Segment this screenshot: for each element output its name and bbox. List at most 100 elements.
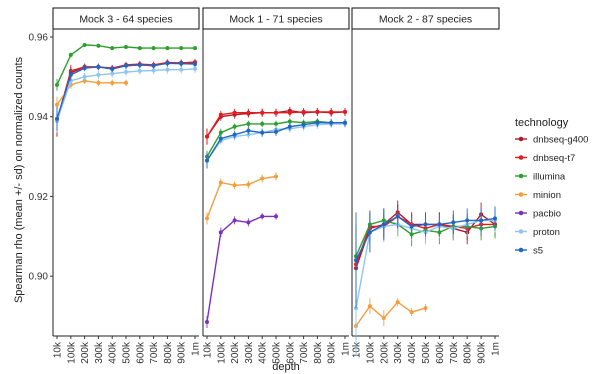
data-point bbox=[193, 66, 197, 71]
data-point bbox=[329, 120, 334, 125]
x-tick-label: 400k bbox=[108, 341, 119, 364]
facet-strip bbox=[202, 7, 350, 30]
data-point bbox=[274, 129, 278, 134]
series-line bbox=[56, 68, 196, 121]
data-point bbox=[193, 62, 197, 67]
y-tick-label: 0.94 bbox=[29, 112, 49, 123]
data-point bbox=[96, 43, 101, 48]
legend-title: technology bbox=[515, 117, 569, 129]
series-line bbox=[355, 301, 426, 327]
data-point bbox=[287, 124, 292, 129]
data-point bbox=[381, 316, 386, 321]
x-tick-label: 800k bbox=[463, 341, 474, 364]
x-tick-label: 500k bbox=[421, 341, 432, 364]
x-tick-label: 1m bbox=[491, 342, 502, 356]
x-tick-label: 100k bbox=[66, 341, 77, 364]
data-point bbox=[218, 230, 223, 235]
data-point bbox=[260, 214, 265, 219]
legend-key-point bbox=[518, 155, 524, 160]
data-point bbox=[246, 110, 251, 115]
data-point bbox=[232, 124, 237, 129]
data-point bbox=[110, 66, 115, 71]
data-point bbox=[205, 320, 209, 325]
y-tick-label: 0.90 bbox=[29, 272, 49, 283]
data-point bbox=[315, 120, 320, 125]
data-point bbox=[479, 218, 484, 223]
data-point bbox=[246, 182, 251, 187]
data-point bbox=[409, 224, 414, 229]
x-tick-label: 800k bbox=[163, 341, 174, 364]
data-point bbox=[287, 110, 292, 115]
data-point bbox=[82, 42, 87, 47]
legend-key-point bbox=[518, 229, 524, 234]
data-point bbox=[55, 116, 59, 121]
legend: dnbseq-g400 dnbseq-t7 illumina minion pacbio… bbox=[515, 135, 588, 257]
data-point bbox=[260, 121, 265, 126]
data-point bbox=[165, 67, 170, 72]
x-tick-label: 700k bbox=[149, 341, 160, 364]
x-tick-label: 300k bbox=[244, 341, 255, 364]
data-point bbox=[246, 128, 251, 133]
data-point bbox=[274, 174, 278, 179]
data-point bbox=[137, 46, 142, 51]
data-point bbox=[218, 180, 223, 185]
x-tick-label: 200k bbox=[80, 341, 91, 364]
data-point bbox=[218, 112, 223, 117]
facet-title: Mock 2 - 87 species bbox=[379, 14, 472, 26]
data-point bbox=[301, 122, 306, 127]
x-tick-label: 400k bbox=[407, 341, 418, 364]
x-tick-label: 100k bbox=[216, 341, 227, 364]
facet-strip bbox=[52, 7, 200, 30]
data-point bbox=[493, 216, 497, 221]
y-tick-label: 0.92 bbox=[29, 192, 49, 203]
x-tick-label: 400k bbox=[258, 341, 269, 364]
data-point bbox=[274, 110, 278, 115]
data-point bbox=[151, 46, 156, 51]
facet-title: Mock 1 - 71 species bbox=[229, 14, 322, 26]
data-point bbox=[193, 46, 197, 51]
data-point bbox=[137, 62, 142, 67]
data-point bbox=[287, 119, 292, 124]
data-point bbox=[179, 46, 184, 51]
data-point bbox=[55, 82, 59, 87]
data-point bbox=[110, 71, 115, 76]
legend-key-point bbox=[518, 247, 524, 253]
data-point bbox=[218, 130, 223, 135]
data-point bbox=[82, 74, 87, 79]
data-point bbox=[315, 109, 320, 114]
x-tick-label: 10k bbox=[352, 341, 363, 358]
data-point bbox=[301, 109, 306, 114]
data-point bbox=[205, 134, 209, 139]
legend-label: pacbio bbox=[533, 209, 561, 220]
data-point bbox=[395, 214, 400, 219]
legend-label: s5 bbox=[533, 246, 543, 257]
x-tick-label: 10k bbox=[53, 341, 64, 358]
legend-label: proton bbox=[533, 227, 560, 238]
legend-key-point bbox=[518, 136, 524, 142]
data-point bbox=[179, 61, 184, 66]
legend-label: illumina bbox=[533, 172, 566, 183]
x-tick-label: 1m bbox=[341, 342, 352, 356]
facet-strip bbox=[351, 7, 500, 30]
data-point bbox=[437, 222, 442, 227]
data-point bbox=[274, 214, 278, 219]
data-point bbox=[96, 72, 101, 77]
data-point bbox=[110, 46, 115, 51]
data-point bbox=[423, 222, 428, 227]
data-point bbox=[165, 61, 170, 66]
x-tick-label: 500k bbox=[272, 341, 283, 364]
y-axis-title: Spearman rho (mean +/- sd) on normalized… bbox=[13, 56, 25, 303]
x-tick-label: 300k bbox=[393, 341, 404, 364]
legend-key-point bbox=[518, 192, 524, 197]
data-point bbox=[124, 44, 128, 49]
series-line bbox=[206, 175, 277, 219]
x-tick-label: 600k bbox=[285, 341, 296, 364]
data-point bbox=[232, 218, 237, 223]
data-point bbox=[343, 109, 347, 114]
data-point bbox=[381, 222, 386, 227]
x-tick-label: 10k bbox=[203, 341, 214, 358]
data-point bbox=[137, 68, 142, 73]
data-point bbox=[165, 46, 170, 51]
data-point bbox=[260, 176, 265, 181]
